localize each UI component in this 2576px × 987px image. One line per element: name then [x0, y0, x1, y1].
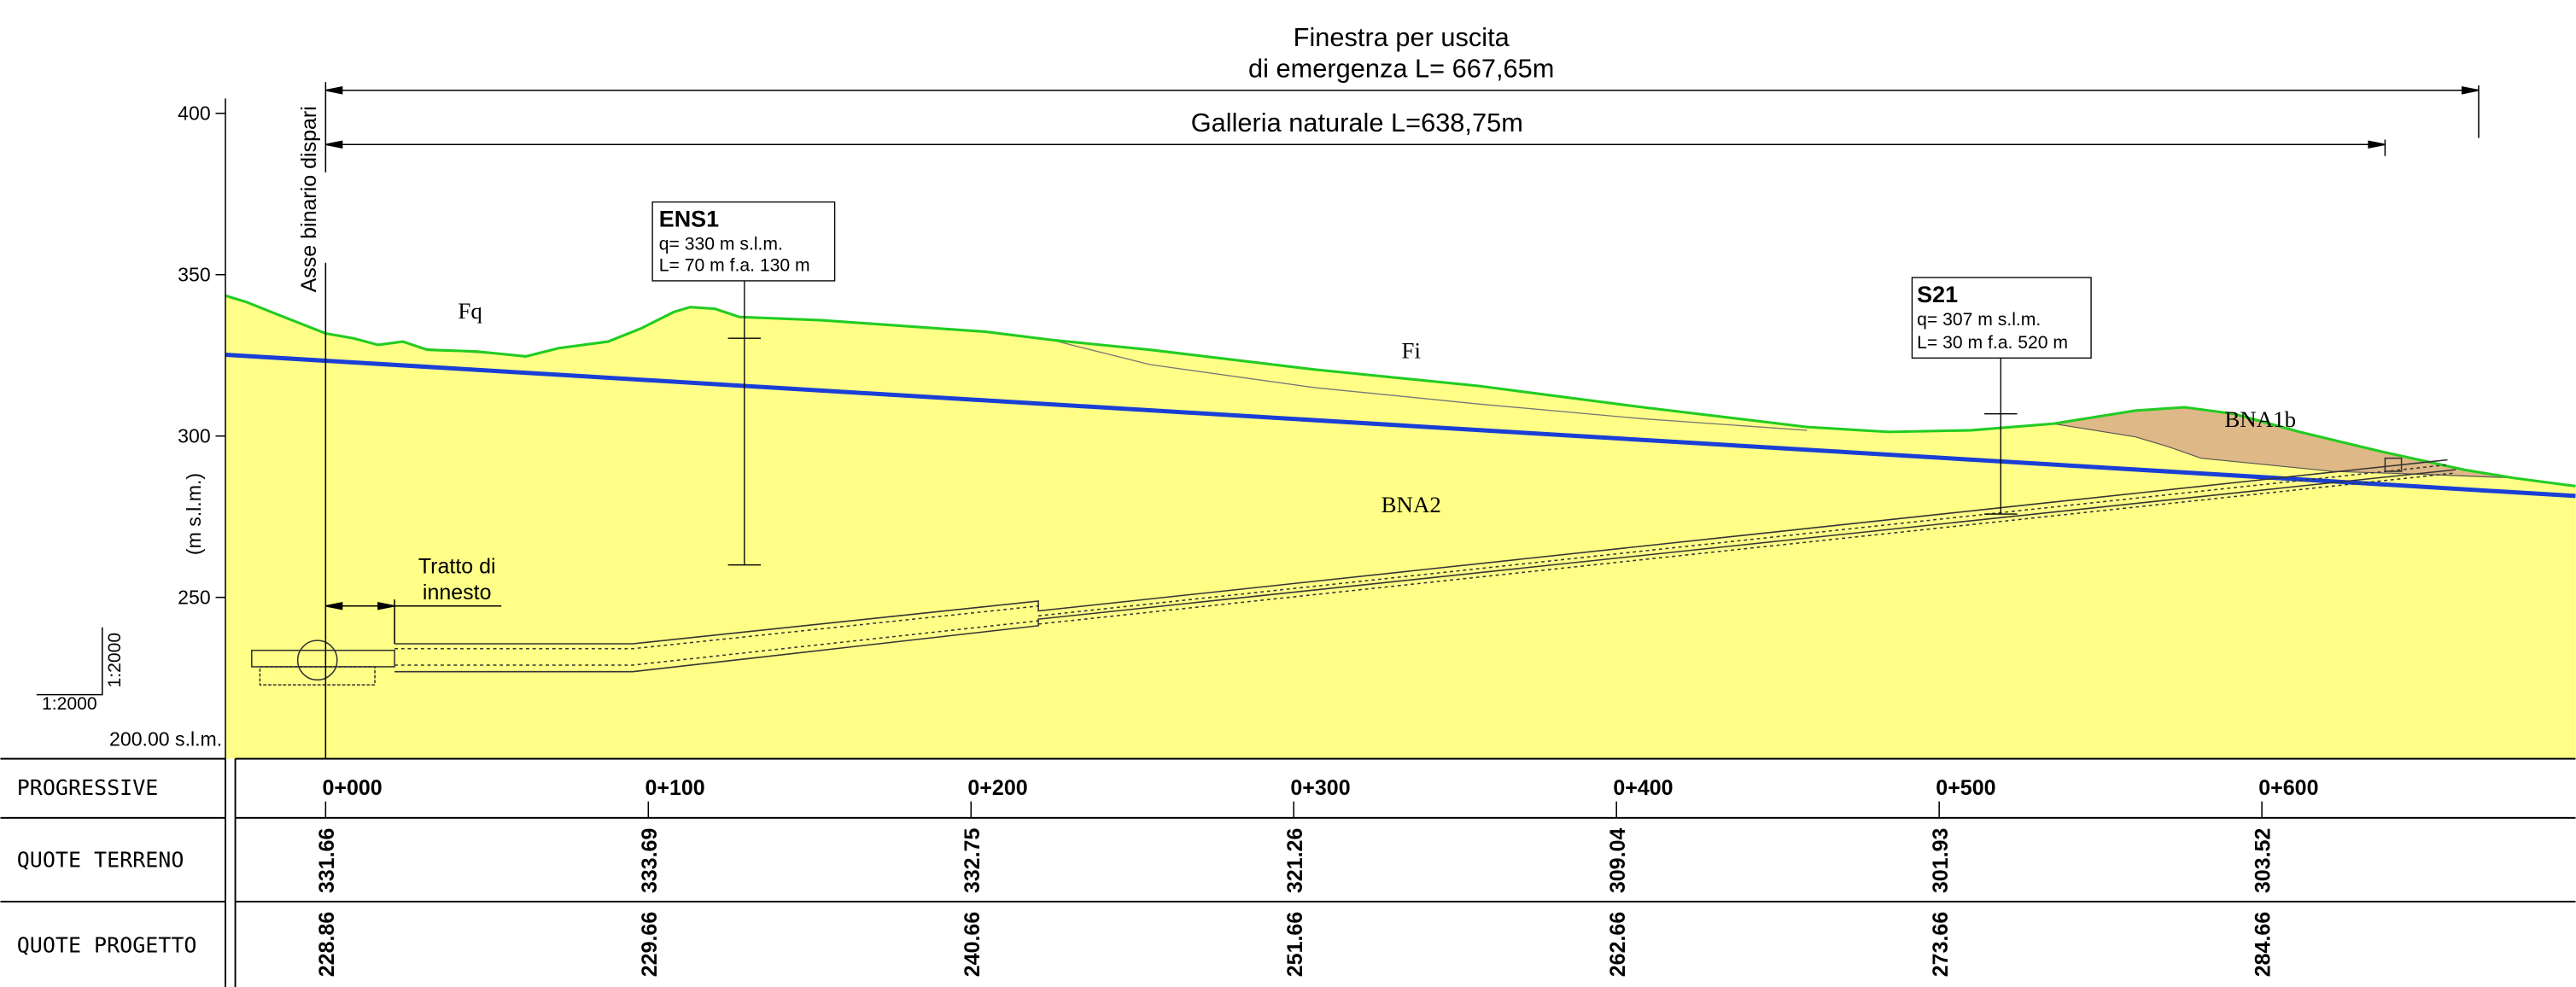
borehole [651, 201, 2092, 566]
row-label: QUOTE TERRENO [17, 848, 184, 873]
scale-horizontal: 1:2000 [42, 694, 97, 714]
tunnel [251, 457, 2456, 686]
scale-icon [36, 627, 103, 696]
y-tick-label: 400 [178, 102, 211, 124]
station-label: 0+200 [967, 776, 1027, 800]
borehole-info: L= 30 m f.a. 520 m [1917, 333, 2068, 353]
y-axis-label: (m s.l.m.) [183, 473, 205, 555]
y-tick-label: 300 [178, 424, 211, 447]
row-label: PROGRESSIVE [17, 775, 159, 800]
design-elevation: 251.66 [1283, 912, 1307, 977]
design-elevation: 284.66 [2252, 912, 2275, 977]
fi-layer [1051, 339, 1808, 431]
station-label: 0+300 [1290, 776, 1350, 800]
formation-label: Fq [458, 298, 482, 324]
track-axis-label: Asse binario dispari [297, 106, 321, 292]
table-grid [0, 757, 2576, 987]
station-label: 0+100 [645, 776, 704, 800]
ground-elevation: 333.69 [638, 828, 662, 893]
water-table [225, 352, 2576, 499]
junction-label: Tratto di [418, 554, 496, 578]
station-label: 0+600 [2258, 776, 2318, 800]
ground-elevation: 309.04 [1606, 828, 1630, 894]
formation-label: BNA2 [1381, 492, 1441, 517]
scale-vertical: 1:2000 [105, 633, 125, 688]
dimensions [324, 82, 2480, 644]
design-elevation: 240.66 [961, 912, 984, 977]
ground-elevation: 332.75 [961, 828, 984, 894]
terrain-fill [225, 295, 2576, 759]
ground-elevation: 331.66 [315, 828, 339, 893]
borehole-info: q= 307 m s.l.m. [1917, 310, 2041, 330]
design-elevation: 229.66 [638, 912, 662, 977]
tunnel-label: Galleria naturale L=638,75m [1191, 108, 1523, 137]
title-line: Finestra per uscita [1294, 22, 1510, 52]
borehole-info: L= 70 m f.a. 130 m [659, 255, 810, 275]
ground-elevation: 301.93 [1929, 828, 1953, 893]
y-axis-base: 200.00 s.l.m. [109, 727, 222, 750]
ground-elevation: 303.52 [2252, 828, 2275, 893]
ground-line [225, 294, 2576, 488]
formation-label: Fi [1402, 337, 1421, 363]
borehole-info: q= 330 m s.l.m. [659, 234, 783, 254]
row-label: QUOTE PROGETTO [17, 933, 197, 958]
design-elevation: 273.66 [1929, 912, 1953, 977]
borehole-name: S21 [1917, 282, 1958, 307]
y-tick-label: 350 [178, 263, 211, 285]
borehole-name: ENS1 [659, 206, 719, 231]
title-line: di emergenza L= 667,65m [1248, 53, 1554, 83]
design-elevation: 228.86 [315, 912, 339, 977]
station-label: 0+400 [1613, 776, 1673, 800]
junction-label: innesto [423, 581, 492, 604]
station-label: 0+500 [1936, 776, 1995, 800]
y-tick-label: 250 [178, 586, 211, 608]
station-label: 0+000 [323, 776, 383, 800]
design-elevation: 262.66 [1606, 912, 1630, 977]
formation-label: BNA1b [2224, 406, 2296, 432]
ground-elevation: 321.26 [1283, 828, 1307, 893]
